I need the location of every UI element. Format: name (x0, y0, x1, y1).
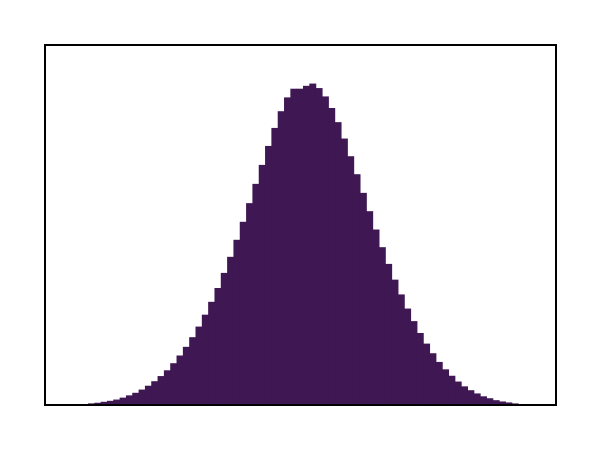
histogram-bar (233, 239, 241, 405)
histogram-bar (480, 396, 487, 405)
histogram-bar (125, 395, 133, 405)
histogram-bar (258, 164, 266, 405)
histogram-bar (265, 145, 272, 405)
histogram-bar (473, 393, 481, 405)
histogram-bar (220, 272, 228, 405)
histogram-bar (151, 381, 159, 405)
histogram-bar (163, 370, 171, 405)
histogram-bar (378, 247, 386, 405)
histogram-bar (113, 399, 121, 405)
histogram-bar (303, 85, 310, 405)
histogram-bar (404, 308, 412, 405)
histogram-bar (321, 96, 329, 406)
histogram-bar (106, 400, 114, 405)
histogram-bar (252, 183, 260, 405)
histogram-bar (195, 326, 203, 405)
histogram-bar (246, 203, 254, 405)
histogram-bar (334, 122, 342, 405)
histogram-bar (423, 343, 431, 405)
histogram-bar (353, 174, 361, 405)
histogram-bar (201, 314, 209, 405)
histogram-bar (391, 279, 399, 405)
histogram-bar (385, 263, 393, 405)
histogram-bar (454, 381, 462, 405)
histogram-bar (290, 88, 298, 406)
histogram-bar (442, 369, 450, 405)
histogram-bar (492, 400, 500, 405)
histogram-bar (157, 376, 165, 405)
histogram-bar (340, 138, 348, 406)
histogram-bar (271, 127, 279, 406)
histogram-bar (132, 392, 140, 405)
histogram-bar (309, 83, 317, 405)
histogram-bar (208, 301, 216, 405)
histogram-bar (94, 402, 102, 405)
histogram-bar (284, 97, 291, 405)
histogram-bar (189, 337, 197, 405)
histogram-bar (467, 390, 475, 405)
histogram-bar (429, 353, 437, 405)
histogram-bar (328, 108, 336, 405)
histogram-bar (100, 401, 108, 405)
histogram-bar (416, 333, 424, 405)
histogram-bar (410, 321, 418, 405)
plot-frame (44, 44, 557, 406)
histogram-bar (239, 221, 247, 405)
histogram-bar (144, 385, 152, 405)
histogram-bar (176, 355, 184, 405)
histogram-bar (486, 398, 494, 405)
histogram-bar (448, 375, 456, 405)
histogram-bar (347, 156, 355, 405)
histogram-bar (499, 401, 506, 405)
histogram-bar (435, 361, 443, 405)
histogram-bar (296, 88, 304, 406)
histogram-bar (214, 288, 222, 405)
histogram-bar (277, 111, 285, 406)
histogram-bar (366, 211, 374, 405)
histogram-bar (359, 192, 367, 405)
histogram-bars (88, 83, 519, 406)
histogram-bar (315, 88, 323, 405)
histogram-bar (461, 386, 469, 405)
histogram-bar (170, 363, 178, 405)
histogram-bar (397, 294, 405, 405)
histogram-bar (227, 256, 235, 405)
histogram-bar (182, 346, 190, 405)
histogram-bar (372, 229, 380, 405)
histogram-bar (138, 389, 146, 405)
histogram-bar (505, 402, 513, 405)
histogram-bar (119, 397, 127, 405)
